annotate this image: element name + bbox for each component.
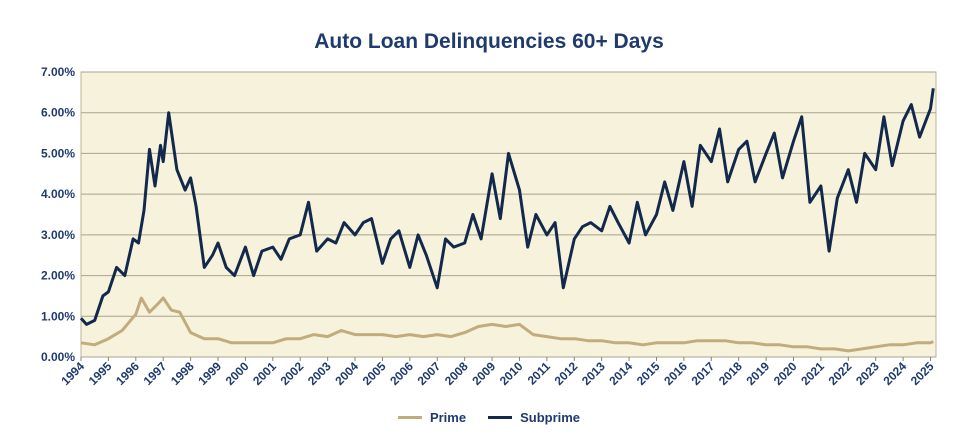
- x-tick-label: 2018: [716, 359, 745, 388]
- series-line-prime: [80, 296, 934, 353]
- x-tick-label: 2008: [442, 359, 471, 388]
- legend-item-prime: Prime: [397, 410, 467, 425]
- x-tick-label: 2011: [525, 359, 554, 388]
- x-tick-label: 2004: [332, 359, 361, 388]
- x-tick-label: 2009: [469, 359, 498, 388]
- x-tick-label: 2015: [634, 359, 663, 388]
- x-tick-label: 2017: [689, 359, 718, 388]
- x-tick-label: 2007: [415, 359, 444, 388]
- x-tick-label: 2014: [606, 359, 635, 388]
- x-tick-label: 2000: [223, 359, 252, 388]
- x-tick-label: 1996: [113, 359, 142, 388]
- legend-item-subprime: Subprime: [488, 410, 580, 425]
- x-tick-label: 2025: [908, 359, 937, 388]
- x-tick-label: 2013: [579, 359, 608, 388]
- y-tick-label: 4.00%: [41, 187, 75, 201]
- y-tick-label: 1.00%: [41, 309, 75, 323]
- gridlines: [81, 71, 936, 358]
- x-tick-label: 2019: [743, 359, 772, 388]
- x-tick-label: 2001: [250, 359, 279, 388]
- x-tick-label: 2003: [305, 359, 334, 388]
- x-tick-label: 2006: [387, 359, 416, 388]
- x-axis-ticks: 1994199519961997199819992000200120022003…: [58, 357, 937, 388]
- x-tick-label: 1997: [141, 359, 170, 388]
- y-axis-ticks: 0.00% 1.00% 2.00% 3.00% 4.00% 5.00% 6.00% 7.00%: [41, 65, 75, 364]
- x-tick-label: 2010: [497, 359, 526, 388]
- series-line-subprime: [79, 88, 935, 326]
- y-tick-label: 5.00%: [41, 146, 75, 160]
- x-tick-label: 1995: [86, 359, 115, 388]
- legend-swatch-subprime: [488, 416, 513, 419]
- y-tick-label: 0.00%: [41, 350, 75, 364]
- x-tick-label: 2024: [880, 359, 909, 388]
- x-tick-label: 2005: [360, 359, 389, 388]
- legend-label-prime: Prime: [429, 410, 467, 425]
- y-tick-label: 6.00%: [41, 106, 75, 120]
- x-tick-label: 1998: [168, 359, 197, 388]
- x-tick-label: 2021: [798, 359, 827, 388]
- series-lines: [79, 88, 935, 353]
- x-tick-label: 2002: [278, 359, 307, 388]
- legend-swatch-prime: [397, 416, 422, 419]
- x-tick-label: 1999: [195, 359, 224, 388]
- x-tick-label: 2020: [771, 359, 800, 388]
- x-tick-label: 2012: [552, 359, 581, 388]
- y-tick-label: 7.00%: [41, 65, 75, 79]
- chart-title: Auto Loan Delinquencies 60+ Days: [314, 30, 664, 53]
- plot-area: [80, 71, 937, 358]
- legend: Prime Subprime: [0, 410, 978, 425]
- y-tick-label: 2.00%: [41, 269, 75, 283]
- legend-label-subprime: Subprime: [520, 410, 581, 425]
- x-tick-label: 2016: [661, 359, 690, 388]
- x-tick-label: 2022: [826, 359, 855, 388]
- x-tick-label: 2023: [853, 359, 882, 388]
- y-tick-label: 3.00%: [41, 228, 75, 242]
